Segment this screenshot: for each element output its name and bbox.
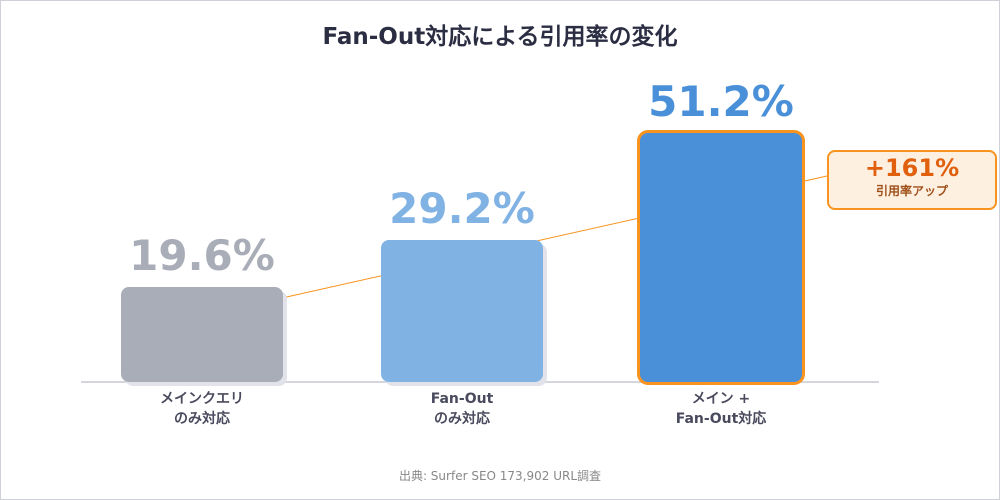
source-note: 出典: Surfer SEO 173,902 URL調査 <box>398 469 602 483</box>
bar-2 <box>381 240 543 382</box>
bar-1 <box>121 286 283 382</box>
value-label-2: 29.2% <box>389 184 535 234</box>
chart-title: Fan-Out対応による引用率の変化 <box>322 24 678 50</box>
category-label-2: Fan-Out のみ対応 <box>430 391 494 427</box>
category-label-1: メインクエリ のみ対応 <box>160 391 244 427</box>
value-label-1: 19.6% <box>129 230 275 280</box>
category-label-3: メイン + Fan-Out対応 <box>675 391 767 427</box>
increase-label: 引用率アップ <box>875 184 948 198</box>
increase-callout: +161% 引用率アップ <box>827 150 997 210</box>
increase-value: +161% <box>864 154 960 182</box>
bar-3 <box>640 133 802 382</box>
x-axis-baseline <box>81 381 879 383</box>
value-label-3: 51.2% <box>648 77 794 127</box>
